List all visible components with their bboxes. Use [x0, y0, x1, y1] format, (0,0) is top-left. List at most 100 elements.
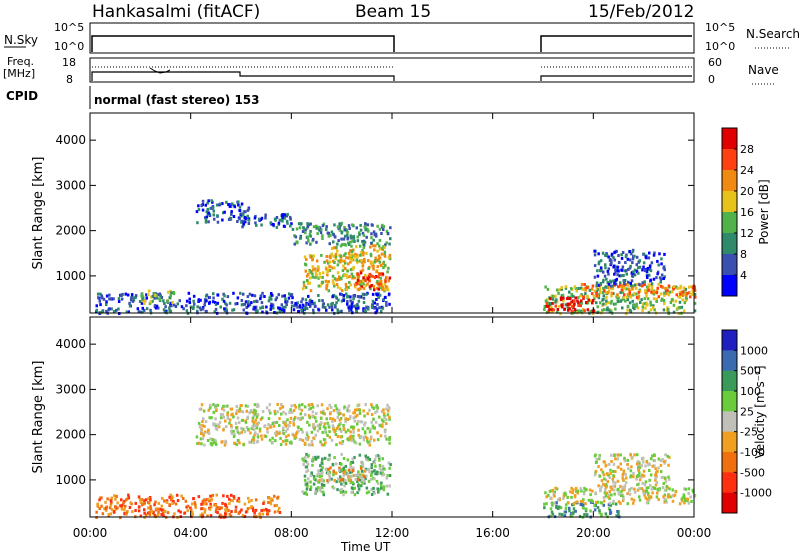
- power-cell: [662, 277, 665, 280]
- velocity-cell: [614, 502, 618, 506]
- power-cell: [222, 211, 225, 215]
- power-cell: [200, 204, 203, 208]
- velocity-cell: [632, 498, 636, 502]
- power-cell: [349, 240, 352, 244]
- velocity-cell: [374, 420, 378, 424]
- velocity-cell: [161, 496, 164, 500]
- power-cell: [331, 279, 335, 283]
- power-cell: [269, 307, 272, 311]
- power-cell: [608, 258, 612, 262]
- power-cell: [606, 291, 610, 295]
- power-cell: [633, 304, 636, 308]
- power-cell: [624, 255, 628, 259]
- velocity-cell: [322, 483, 326, 487]
- velocity-cell: [288, 424, 291, 428]
- power-cell: [555, 298, 558, 302]
- velocity-cell: [357, 470, 360, 474]
- power-cell: [595, 294, 599, 298]
- power-cell: [566, 297, 569, 301]
- power-cell: [315, 259, 319, 263]
- power-cell: [362, 251, 365, 255]
- power-cell: [223, 294, 226, 298]
- power-cell: [351, 300, 354, 304]
- velocity-cell: [596, 500, 599, 504]
- velocity-cell: [215, 508, 218, 512]
- velocity-cell: [382, 473, 386, 476]
- power-cell: [330, 247, 334, 250]
- power-cell: [205, 299, 208, 303]
- power-cell: [599, 282, 603, 285]
- velocity-cell: [218, 420, 222, 424]
- power-cell: [304, 298, 308, 302]
- power-cell: [633, 283, 637, 287]
- velocity-cell: [375, 470, 379, 474]
- velocity-cell: [202, 432, 205, 436]
- velocity-cell: [570, 486, 573, 490]
- velocity-cell: [370, 403, 373, 407]
- velocity-cell: [637, 464, 640, 468]
- velocity-cell: [255, 426, 258, 430]
- power-cell: [212, 292, 215, 296]
- power-cell: [675, 285, 678, 289]
- velocity-cell: [311, 425, 315, 429]
- power-cell: [317, 276, 320, 280]
- power-cell: [373, 233, 376, 237]
- velocity-cell: [368, 408, 371, 412]
- velocity-cell: [149, 504, 152, 508]
- power-cell: [643, 302, 646, 306]
- velocity-cell: [572, 507, 576, 511]
- velocity-cell: [574, 486, 578, 490]
- power-cell: [602, 286, 605, 290]
- power-cell: [356, 253, 359, 257]
- power-cell: [192, 305, 195, 309]
- velocity-cell: [186, 504, 190, 508]
- power-cell: [632, 284, 635, 288]
- velocity-cell: [255, 415, 259, 419]
- velocity-cell: [653, 464, 656, 468]
- power-cell: [207, 211, 210, 215]
- power-cell: [221, 218, 224, 222]
- velocity-cell: [307, 454, 310, 458]
- velocity-cell: [306, 469, 310, 473]
- power-ytick-label: 2000: [55, 224, 86, 238]
- velocity-cell: [303, 442, 307, 446]
- velocity-cell: [321, 443, 324, 447]
- velocity-cell: [616, 510, 619, 513]
- velocity-cell: [282, 426, 285, 430]
- power-cell: [343, 273, 346, 277]
- velocity-cell: [654, 467, 657, 471]
- power-cell: [339, 258, 343, 262]
- velocity-cell: [128, 506, 132, 509]
- velocity-cell: [373, 461, 376, 465]
- velocity-cell: [279, 407, 282, 411]
- power-cell: [167, 290, 170, 294]
- power-ylabel: Slant Range [km]: [31, 157, 46, 270]
- power-cell: [300, 300, 303, 304]
- velocity-cell: [284, 412, 288, 416]
- velocity-cell: [182, 497, 185, 500]
- velocity-cell: [326, 421, 329, 425]
- power-cell: [358, 259, 361, 263]
- power-cell: [290, 293, 294, 297]
- power-cell: [227, 203, 230, 206]
- velocity-cell: [644, 496, 648, 500]
- power-cell: [589, 299, 593, 303]
- velocity-cell: [220, 514, 223, 518]
- velocity-cell: [329, 466, 332, 470]
- power-cell: [240, 299, 244, 302]
- velocity-cell: [225, 509, 229, 513]
- power-cell: [584, 292, 587, 296]
- power-cell: [387, 256, 391, 260]
- velocity-cell: [154, 500, 157, 504]
- velocity-cell: [342, 413, 345, 417]
- velocity-cell: [647, 463, 650, 467]
- velocity-ylabel: Slant Range [km]: [31, 361, 46, 474]
- velocity-cell: [228, 497, 231, 501]
- power-cell: [362, 309, 365, 313]
- power-cell: [619, 281, 622, 285]
- power-cell: [344, 282, 348, 286]
- power-cell: [584, 286, 588, 290]
- power-cell: [691, 286, 695, 290]
- velocity-cell: [179, 510, 182, 514]
- power-cell: [667, 312, 671, 316]
